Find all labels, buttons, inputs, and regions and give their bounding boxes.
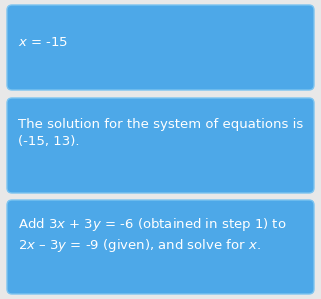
Text: The solution for the system of equations is
(-15, 13).: The solution for the system of equations…	[18, 118, 303, 148]
Text: $x$ = -15: $x$ = -15	[18, 36, 68, 48]
FancyBboxPatch shape	[7, 98, 314, 193]
Text: Add 3$x$ + 3$y$ = -6 (obtained in step 1) to
2$x$ – 3$y$ = -9 (given), and solve: Add 3$x$ + 3$y$ = -6 (obtained in step 1…	[18, 216, 287, 254]
FancyBboxPatch shape	[7, 5, 314, 90]
FancyBboxPatch shape	[7, 200, 314, 294]
